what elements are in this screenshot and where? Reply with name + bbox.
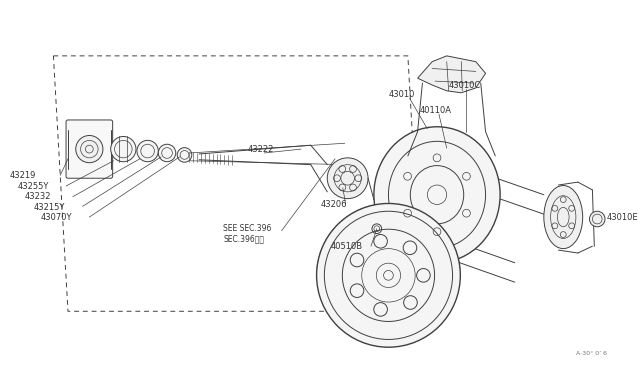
Ellipse shape (76, 135, 103, 163)
Ellipse shape (327, 158, 368, 199)
Text: 40510B: 40510B (330, 242, 362, 251)
Text: 43219: 43219 (10, 171, 36, 180)
Text: 43010E: 43010E (607, 212, 639, 222)
Text: SEC.396参照: SEC.396参照 (223, 234, 264, 243)
Ellipse shape (317, 203, 460, 347)
Text: 43232: 43232 (24, 192, 51, 201)
Circle shape (589, 211, 605, 227)
Ellipse shape (544, 186, 582, 248)
Ellipse shape (137, 140, 158, 162)
Text: 43206: 43206 (321, 200, 347, 209)
Polygon shape (417, 56, 486, 93)
Ellipse shape (158, 144, 176, 162)
Ellipse shape (111, 137, 136, 162)
Text: 40110A: 40110A (420, 106, 452, 115)
Text: 43215Y: 43215Y (34, 203, 65, 212)
Text: 43010: 43010 (388, 90, 415, 99)
Text: 43070Y: 43070Y (41, 212, 72, 222)
Text: 43255Y: 43255Y (17, 182, 49, 190)
Text: SEE SEC.396: SEE SEC.396 (223, 224, 272, 233)
Text: 43222: 43222 (248, 145, 274, 154)
Ellipse shape (374, 127, 500, 263)
Ellipse shape (177, 148, 192, 162)
Text: 43010C: 43010C (449, 80, 481, 90)
FancyBboxPatch shape (66, 120, 113, 178)
Text: A·30° 0’ 6: A·30° 0’ 6 (576, 350, 607, 356)
